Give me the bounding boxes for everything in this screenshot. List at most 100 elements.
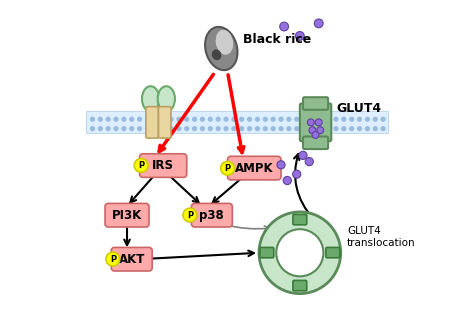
Circle shape [259, 212, 341, 294]
Circle shape [295, 32, 304, 40]
FancyBboxPatch shape [260, 248, 274, 258]
Circle shape [99, 127, 102, 131]
Circle shape [295, 127, 299, 131]
Text: P: P [187, 210, 193, 220]
Circle shape [307, 119, 314, 126]
Circle shape [221, 161, 235, 175]
FancyBboxPatch shape [105, 204, 149, 227]
Text: Black rice: Black rice [243, 33, 311, 46]
Ellipse shape [216, 30, 233, 55]
Circle shape [365, 117, 369, 121]
Circle shape [91, 117, 94, 121]
Circle shape [305, 158, 313, 166]
FancyBboxPatch shape [228, 156, 281, 180]
Circle shape [255, 117, 259, 121]
Text: PI3K: PI3K [112, 209, 142, 222]
Circle shape [374, 117, 377, 121]
Circle shape [350, 117, 354, 121]
Circle shape [183, 208, 197, 222]
Circle shape [292, 170, 301, 178]
Circle shape [240, 127, 244, 131]
Circle shape [201, 127, 204, 131]
Text: IRS: IRS [152, 159, 174, 172]
Circle shape [130, 127, 134, 131]
Circle shape [381, 127, 385, 131]
Circle shape [279, 127, 283, 131]
Circle shape [161, 127, 165, 131]
Circle shape [358, 117, 362, 121]
Circle shape [303, 117, 307, 121]
Circle shape [299, 151, 307, 159]
Circle shape [99, 117, 102, 121]
Circle shape [216, 127, 220, 131]
Circle shape [342, 117, 346, 121]
Circle shape [224, 117, 228, 121]
Circle shape [161, 117, 165, 121]
Circle shape [264, 127, 267, 131]
Circle shape [287, 117, 291, 121]
Circle shape [122, 127, 126, 131]
Text: P: P [138, 161, 144, 170]
Circle shape [303, 127, 307, 131]
Circle shape [232, 117, 236, 121]
Circle shape [114, 117, 118, 121]
FancyBboxPatch shape [326, 248, 340, 258]
Circle shape [106, 252, 120, 266]
FancyBboxPatch shape [300, 104, 331, 141]
Circle shape [310, 117, 314, 121]
FancyBboxPatch shape [303, 137, 328, 149]
Circle shape [342, 127, 346, 131]
Circle shape [264, 117, 267, 121]
Circle shape [114, 127, 118, 131]
Circle shape [130, 117, 134, 121]
Circle shape [319, 127, 322, 131]
Circle shape [350, 127, 354, 131]
Circle shape [381, 117, 385, 121]
Circle shape [201, 117, 204, 121]
Circle shape [224, 127, 228, 131]
Circle shape [122, 117, 126, 121]
Circle shape [309, 127, 316, 134]
Circle shape [185, 117, 189, 121]
Circle shape [106, 127, 110, 131]
Circle shape [146, 127, 149, 131]
Circle shape [310, 127, 314, 131]
Circle shape [312, 132, 319, 139]
Circle shape [358, 127, 362, 131]
FancyBboxPatch shape [139, 154, 187, 177]
FancyBboxPatch shape [86, 111, 388, 133]
Circle shape [106, 117, 110, 121]
Circle shape [169, 117, 173, 121]
Circle shape [154, 117, 157, 121]
Circle shape [209, 127, 212, 131]
FancyBboxPatch shape [293, 281, 307, 291]
Circle shape [193, 117, 196, 121]
FancyBboxPatch shape [146, 107, 158, 138]
FancyBboxPatch shape [111, 248, 152, 271]
Ellipse shape [147, 108, 169, 127]
Circle shape [134, 158, 148, 172]
Circle shape [193, 127, 196, 131]
Text: p38: p38 [200, 209, 224, 222]
Text: AKT: AKT [118, 253, 145, 266]
Circle shape [154, 127, 157, 131]
Ellipse shape [142, 86, 159, 111]
Text: AMPK: AMPK [235, 162, 273, 175]
Circle shape [185, 127, 189, 131]
Circle shape [216, 117, 220, 121]
FancyBboxPatch shape [293, 214, 307, 225]
Circle shape [232, 127, 236, 131]
Circle shape [138, 127, 141, 131]
Circle shape [334, 127, 338, 131]
Circle shape [287, 127, 291, 131]
Circle shape [283, 177, 292, 184]
FancyBboxPatch shape [191, 204, 232, 227]
Circle shape [315, 119, 322, 126]
Circle shape [317, 127, 324, 134]
Circle shape [279, 117, 283, 121]
Text: GLUT4: GLUT4 [336, 102, 381, 115]
Circle shape [240, 117, 244, 121]
Circle shape [326, 117, 330, 121]
Circle shape [255, 127, 259, 131]
Circle shape [91, 127, 94, 131]
